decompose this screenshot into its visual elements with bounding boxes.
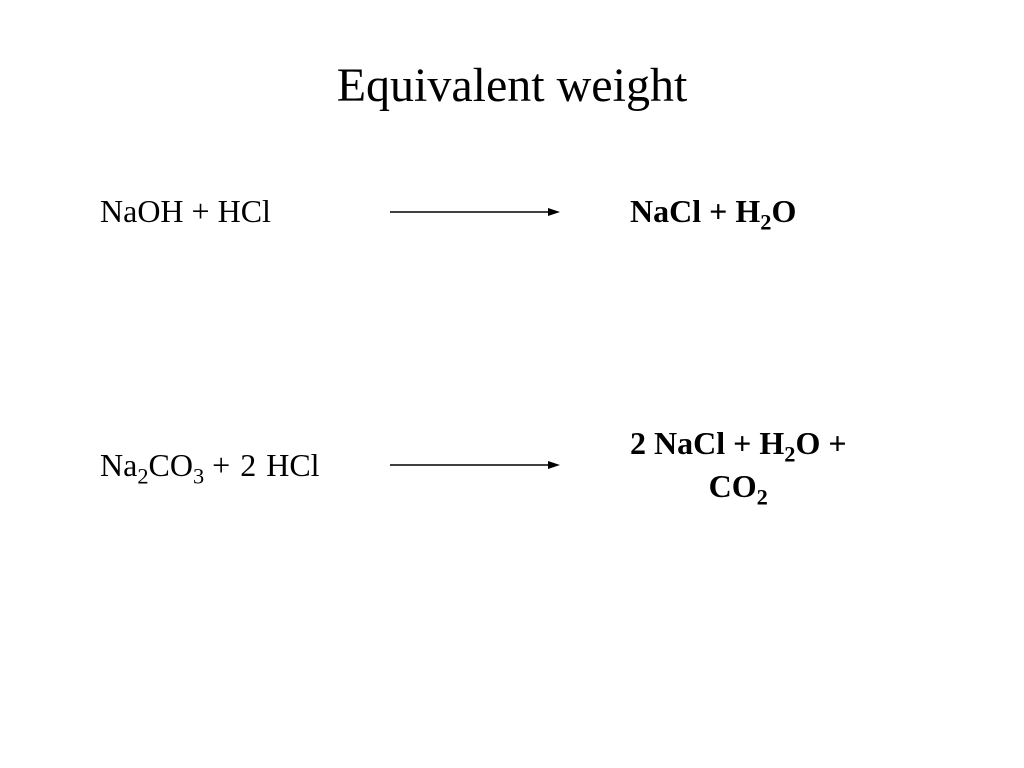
- reaction-arrow-icon: [390, 205, 560, 219]
- equation-2: Na2CO3 + 2 HCl 2 NaCl + H2O + CO2: [100, 422, 924, 508]
- equation-1-rhs: NaCl + H2O: [630, 190, 796, 233]
- equation-1-lhs: NaOH + HCl: [100, 193, 360, 230]
- equation-2-lhs: Na2CO3 + 2 HCl: [100, 447, 360, 484]
- equation-2-rhs: 2 NaCl + H2O + CO2: [630, 422, 847, 508]
- page-title: Equivalent weight: [0, 58, 1024, 113]
- slide: Equivalent weight NaOH + HCl NaCl + H2O …: [0, 0, 1024, 768]
- reaction-arrow-icon: [390, 458, 560, 472]
- equation-1: NaOH + HCl NaCl + H2O: [100, 190, 924, 233]
